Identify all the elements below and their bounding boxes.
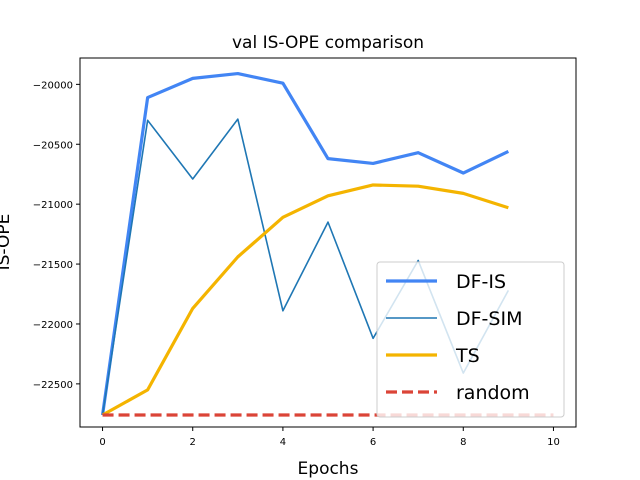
x-tick-label: 4 bbox=[280, 437, 286, 448]
x-tick-label: 10 bbox=[547, 437, 560, 448]
y-tick-label: −21500 bbox=[33, 260, 73, 271]
x-tick-label: 2 bbox=[190, 437, 196, 448]
legend-label-df-is: DF-IS bbox=[456, 271, 506, 293]
legend-box bbox=[376, 261, 565, 418]
y-axis-label: IS-OPE bbox=[0, 214, 14, 271]
axes-frame bbox=[79, 57, 577, 428]
axis-ticks: 0 2 4 6 8 10 −22500 −22000 −21500 −21000 −20500 −20… bbox=[33, 80, 560, 448]
series-line-ts bbox=[101, 183, 509, 417]
chart-title: val IS-OPE comparison bbox=[232, 33, 424, 53]
legend-label-df-sim: DF-SIM bbox=[456, 308, 522, 330]
y-tick-label: −20500 bbox=[33, 140, 73, 151]
legend: DF-IS DF-SIM TS random bbox=[376, 261, 565, 418]
y-tick-label: −22500 bbox=[33, 380, 73, 391]
y-tick-label: −21000 bbox=[33, 200, 73, 211]
legend-label-ts: TS bbox=[455, 345, 480, 367]
x-tick-label: 0 bbox=[99, 437, 105, 448]
legend-label-random: random bbox=[456, 382, 530, 404]
x-axis-label: Epochs bbox=[298, 459, 359, 479]
y-tick-label: −20000 bbox=[33, 80, 73, 91]
x-tick-label: 8 bbox=[460, 437, 466, 448]
y-tick-label: −22000 bbox=[33, 320, 73, 331]
x-tick-label: 6 bbox=[370, 437, 376, 448]
series-line-df-is bbox=[100, 71, 510, 416]
